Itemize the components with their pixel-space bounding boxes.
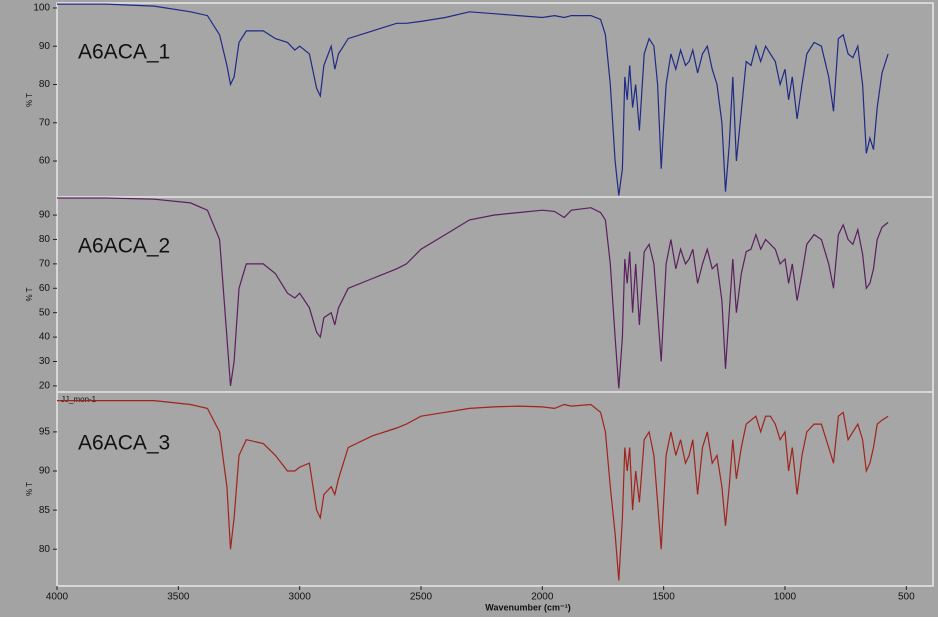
y-tick-label: 80 <box>39 234 51 245</box>
x-tick-label: 2500 <box>410 592 433 603</box>
y-tick-label: 60 <box>39 283 51 294</box>
y-tick-label: 95 <box>39 427 51 438</box>
x-tick-label: 500 <box>898 592 915 603</box>
x-tick-label: 1000 <box>774 592 797 603</box>
panel-label: A6ACA_1 <box>78 41 170 64</box>
y-tick-label: 85 <box>39 505 51 516</box>
y-tick-label: 20 <box>39 381 51 392</box>
y-tick-label: 90 <box>39 210 51 221</box>
panel-label: A6ACA_3 <box>78 432 170 455</box>
plot-frame <box>56 2 934 587</box>
x-tick-label: 1500 <box>653 592 676 603</box>
x-tick-label: 3500 <box>167 592 190 603</box>
x-tick-label: 3000 <box>289 592 312 603</box>
y-tick-label: 30 <box>39 356 51 367</box>
x-axis-label: Wavenumber (cm⁻¹) <box>485 602 570 612</box>
y-axis-label: % T <box>25 93 34 107</box>
y-tick-label: 90 <box>39 466 51 477</box>
panel-label: A6ACA_2 <box>78 235 170 258</box>
y-axis-label: % T <box>25 287 34 301</box>
y-tick-label: 80 <box>39 79 51 90</box>
x-tick-label: 2000 <box>531 592 554 603</box>
y-tick-label: 40 <box>39 332 51 343</box>
spectrum-line <box>57 3 889 196</box>
y-tick-label: 70 <box>39 259 51 270</box>
y-tick-label: 90 <box>39 41 51 52</box>
spectrum-line <box>57 197 889 389</box>
y-axis-label: % T <box>25 482 34 496</box>
y-tick-label: 100 <box>33 3 50 14</box>
spectrum-line <box>57 400 889 581</box>
x-tick-label: 4000 <box>46 592 69 603</box>
y-tick-label: 80 <box>39 544 51 555</box>
y-tick-label: 50 <box>39 307 51 318</box>
panel-note: JJ_mon-1 <box>61 395 97 404</box>
y-tick-label: 70 <box>39 117 51 128</box>
y-tick-label: 60 <box>39 156 51 167</box>
